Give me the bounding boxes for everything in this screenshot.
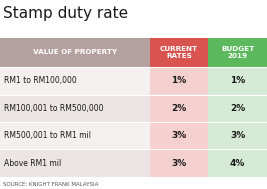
Bar (0, 38, 150, 67)
Text: 3%: 3% (171, 159, 187, 167)
Bar (150, 149, 208, 177)
Bar (208, 149, 267, 177)
Text: Above RM1 mil: Above RM1 mil (4, 159, 61, 167)
Text: RM100,001 to RM500,000: RM100,001 to RM500,000 (4, 104, 104, 113)
Text: CURRENT
RATES: CURRENT RATES (160, 46, 198, 59)
Bar (208, 38, 267, 67)
Text: 2%: 2% (171, 104, 187, 113)
Text: 1%: 1% (230, 76, 245, 85)
Bar (150, 38, 208, 67)
Text: SOURCE: KNIGHT FRANK MALAYSIA: SOURCE: KNIGHT FRANK MALAYSIA (3, 182, 98, 187)
Text: RM1 to RM100,000: RM1 to RM100,000 (4, 76, 77, 85)
Text: RM500,001 to RM1 mil: RM500,001 to RM1 mil (4, 131, 91, 140)
Text: Stamp duty rate: Stamp duty rate (3, 6, 128, 21)
Text: 4%: 4% (230, 159, 245, 167)
Bar (0, 94, 150, 122)
Bar (208, 67, 267, 94)
Bar (150, 67, 208, 94)
Text: 2%: 2% (230, 104, 245, 113)
Bar (0, 149, 150, 177)
Text: 3%: 3% (171, 131, 187, 140)
Bar (0, 122, 150, 149)
Text: BUDGET
2019: BUDGET 2019 (221, 46, 254, 59)
Bar (0, 67, 150, 94)
Text: 3%: 3% (230, 131, 245, 140)
Bar (150, 94, 208, 122)
Bar (208, 122, 267, 149)
Bar (150, 122, 208, 149)
Text: 1%: 1% (171, 76, 187, 85)
Text: VALUE OF PROPERTY: VALUE OF PROPERTY (33, 50, 117, 55)
Bar (208, 94, 267, 122)
